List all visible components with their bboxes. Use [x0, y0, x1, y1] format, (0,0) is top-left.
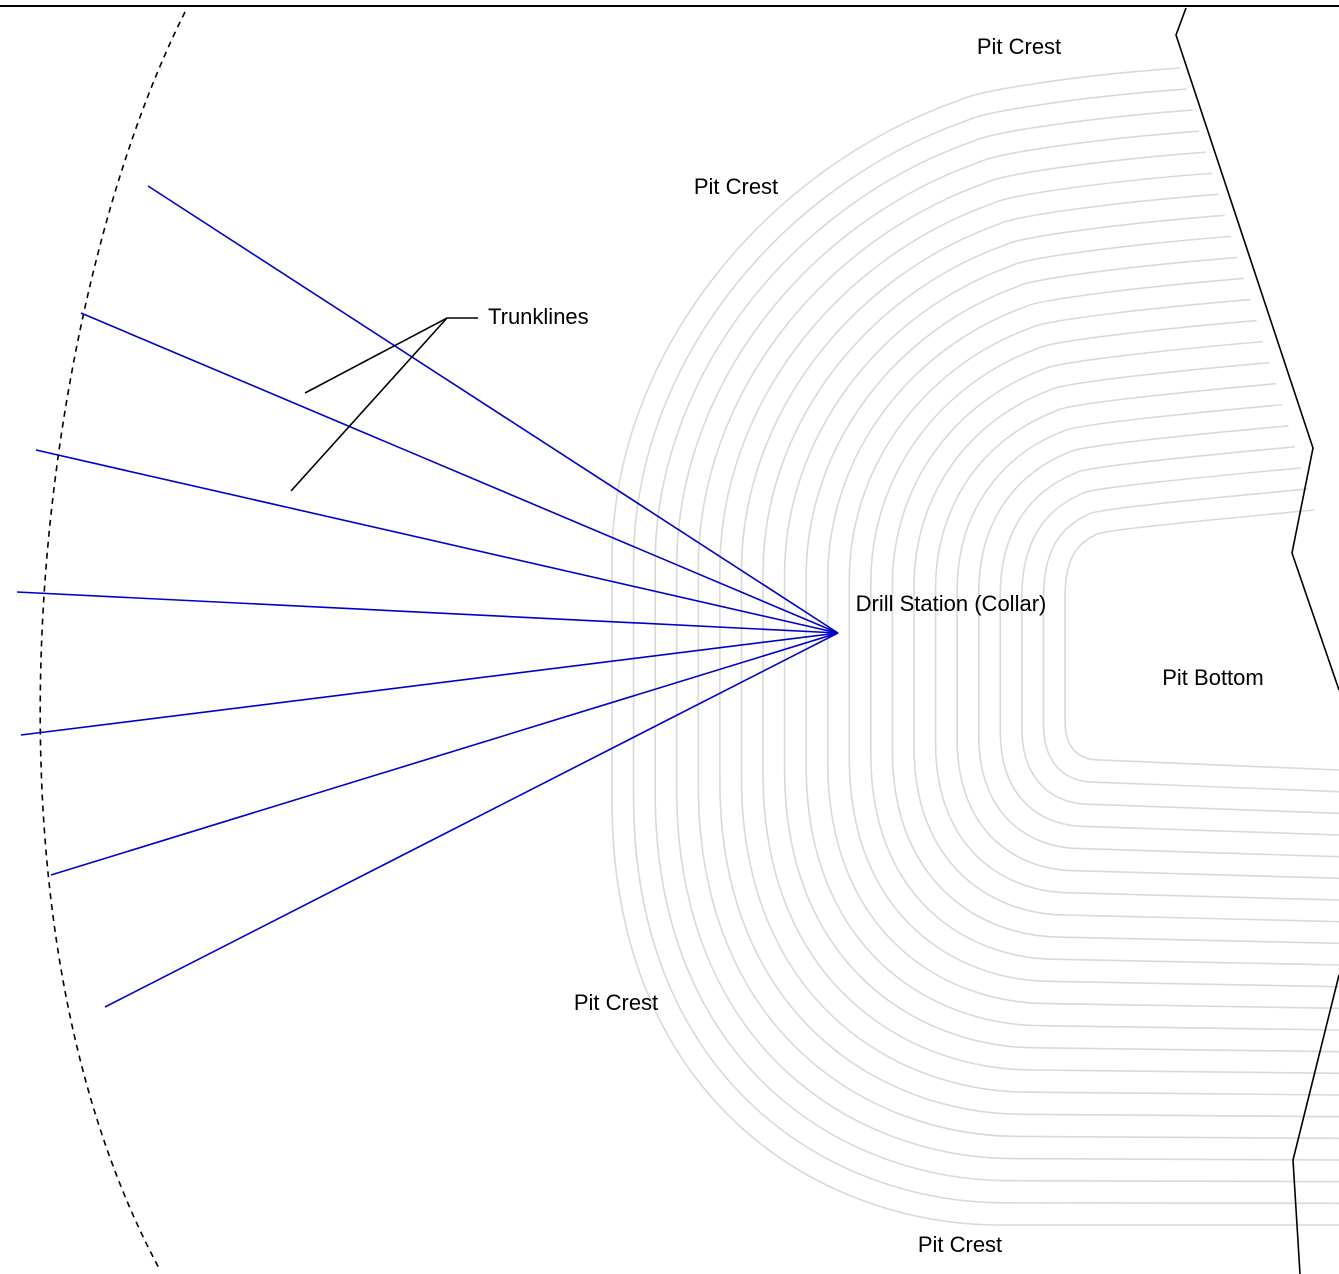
label-pit-crest-top-right: Pit Crest: [977, 34, 1061, 59]
contour-line: [1042, 488, 1339, 793]
pit-outline: [1175, 7, 1339, 691]
contour-line: [654, 109, 1339, 1183]
contour-line: [956, 403, 1339, 880]
label-drill-station: Drill Station (Collar): [856, 591, 1047, 616]
contour-line: [826, 277, 1339, 1010]
contour-line: [891, 340, 1339, 945]
pit-outline-lower: [1292, 974, 1339, 1274]
trunklines-leader-2: [290, 317, 448, 492]
contour-line: [934, 382, 1339, 901]
trunkline-5: [20, 632, 839, 736]
contour-line: [977, 425, 1339, 858]
trunkline-1: [147, 185, 839, 634]
boundary-arc: [39, 11, 186, 1271]
contour-line: [632, 88, 1339, 1205]
trunkline-4: [16, 591, 839, 634]
label-pit-crest-bottom: Pit Crest: [918, 1232, 1002, 1257]
trunkline-6: [50, 632, 839, 876]
label-trunklines: Trunklines: [488, 304, 589, 329]
contour-line: [762, 214, 1339, 1075]
trunkline-3: [35, 449, 839, 634]
contour-line: [675, 130, 1339, 1161]
contour-line: [783, 235, 1339, 1053]
contour-line: [1064, 509, 1339, 771]
contour-line: [719, 172, 1339, 1118]
trunkline-2: [80, 312, 839, 634]
contour-line: [697, 151, 1339, 1140]
contour-line: [999, 446, 1339, 836]
contour-line: [611, 67, 1339, 1226]
contour-line: [740, 193, 1339, 1096]
trunkline-7: [104, 632, 839, 1008]
contour-line: [1021, 467, 1339, 815]
label-pit-crest-top: Pit Crest: [694, 174, 778, 199]
trunklines: [16, 185, 839, 1008]
contour-line: [870, 319, 1339, 966]
label-pit-bottom: Pit Bottom: [1162, 665, 1263, 690]
contour-line: [913, 361, 1339, 923]
pit-contours: [611, 67, 1339, 1226]
contour-line: [805, 256, 1339, 1031]
contour-line: [848, 298, 1339, 988]
label-pit-crest-bottom-left: Pit Crest: [574, 990, 658, 1015]
trunklines-leader-1: [304, 317, 478, 394]
